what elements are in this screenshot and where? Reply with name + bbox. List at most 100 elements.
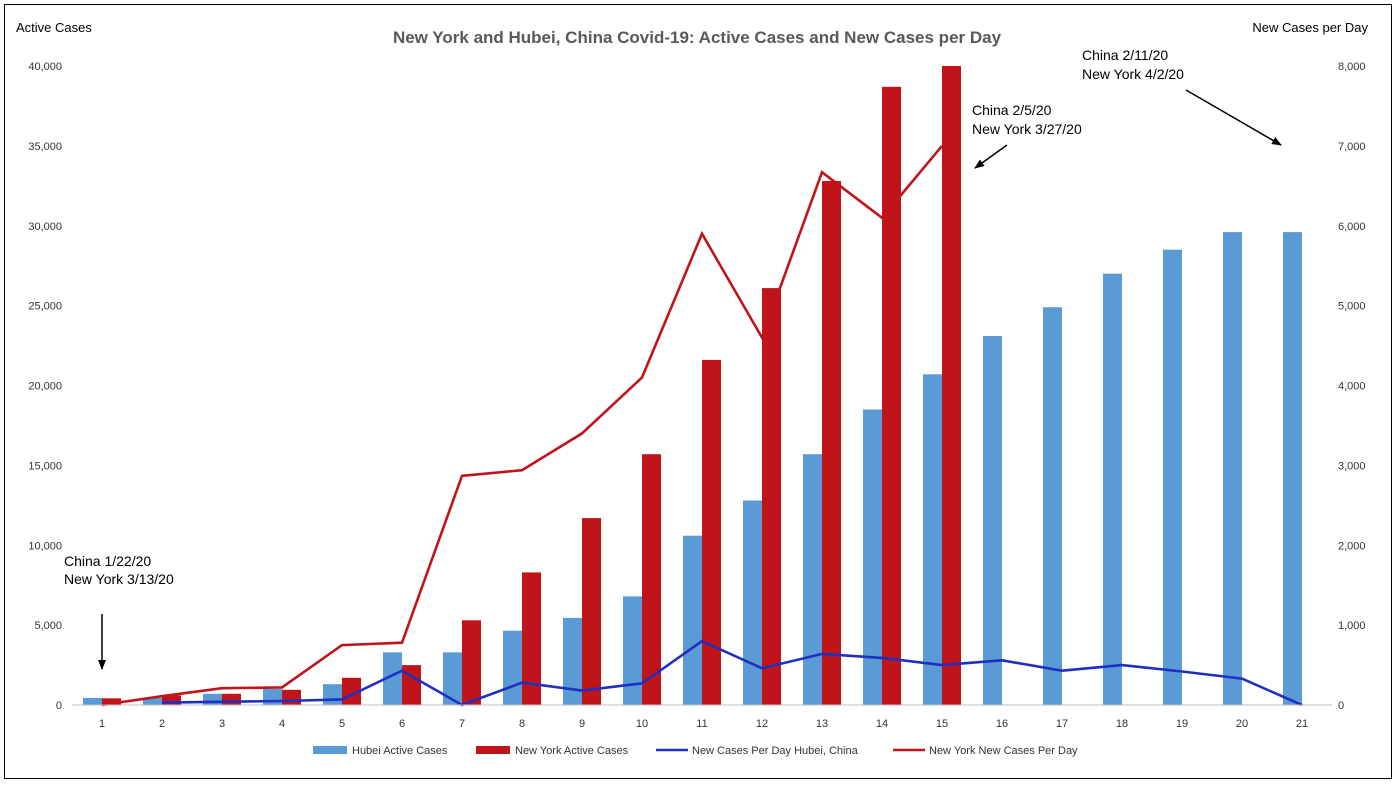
y-tick-right-7: 7,000: [1338, 141, 1366, 153]
x-tick-19: 19: [1176, 718, 1188, 730]
y-axis-left: 0 5,000 10,000 15,000 20,000 25,000 30,000 35,0…: [28, 61, 62, 712]
y-tick-right-4: 4,000: [1338, 381, 1366, 393]
legend-label-hubei-active: Hubei Active Cases: [352, 745, 448, 757]
chart-title: New York and Hubei, China Covid-19: Acti…: [393, 28, 1002, 47]
y-tick-left-1: 5,000: [34, 620, 62, 632]
bar-ny-3: [222, 693, 241, 705]
y-tick-left-2: 10,000: [28, 540, 62, 552]
x-tick-20: 20: [1236, 718, 1248, 730]
bar-hubei-4: [263, 689, 282, 705]
bar-hubei-18: [1103, 273, 1122, 705]
y-axis-title-right: New Cases per Day: [1252, 20, 1368, 35]
annotation-mid: China 2/5/20 New York 3/27/20: [972, 102, 1082, 169]
bar-ny-4: [282, 689, 301, 705]
x-tick-18: 18: [1116, 718, 1128, 730]
annotation-start-line2: New York 3/13/20: [64, 571, 174, 587]
x-tick-4: 4: [279, 718, 285, 730]
x-tick-17: 17: [1056, 718, 1068, 730]
bar-hubei-19: [1163, 249, 1182, 705]
bar-hubei-9: [563, 617, 582, 705]
x-tick-1: 1: [99, 718, 105, 730]
annotation-mid-line2: New York 3/27/20: [972, 121, 1082, 137]
annotation-end-line1: China 2/11/20: [1082, 47, 1168, 63]
annotation-mid-arrow: [974, 144, 1008, 169]
y-tick-left-6: 30,000: [28, 221, 62, 233]
bar-hubei-20: [1223, 232, 1242, 705]
y-tick-right-0: 0: [1338, 700, 1344, 712]
bar-ny-13: [822, 181, 841, 705]
bar-hubei-2: [143, 698, 162, 705]
bar-hubei-14: [863, 409, 882, 705]
bar-ny-1: [102, 698, 121, 705]
bar-ny-10: [642, 454, 661, 705]
x-tick-14: 14: [876, 718, 888, 730]
x-tick-7: 7: [459, 718, 465, 730]
x-tick-16: 16: [996, 718, 1008, 730]
legend-label-ny-new: New York New Cases Per Day: [929, 745, 1078, 757]
bar-hubei-13: [803, 454, 822, 705]
y-tick-right-1: 1,000: [1338, 620, 1366, 632]
y-tick-right-3: 3,000: [1338, 460, 1366, 472]
x-axis: 1 2 3 4 5 6 7 8 9 10 11 12 13 14 15 16 17 18 19 20 21: [99, 718, 1308, 730]
bar-hubei-15: [923, 374, 942, 705]
legend-swatch-hubei-active: [313, 746, 347, 754]
x-tick-12: 12: [756, 718, 768, 730]
annotation-end-line2: New York 4/2/20: [1082, 66, 1184, 82]
bar-ny-6: [402, 665, 421, 705]
y-tick-left-8: 40,000: [28, 61, 62, 73]
legend-label-ny-active: New York Active Cases: [515, 745, 629, 757]
bar-ny-2: [162, 695, 181, 705]
bar-hubei-12: [743, 500, 762, 705]
x-tick-6: 6: [399, 718, 405, 730]
x-tick-15: 15: [936, 718, 948, 730]
bar-ny-12: [762, 288, 781, 705]
line-ny-new-cases: [101, 145, 943, 707]
bar-hubei-11: [683, 535, 702, 705]
bar-hubei-5: [323, 684, 342, 705]
y-tick-left-7: 35,000: [28, 141, 62, 153]
y-tick-left-3: 15,000: [28, 460, 62, 472]
annotation-mid-line1: China 2/5/20: [972, 102, 1052, 118]
x-tick-3: 3: [219, 718, 225, 730]
y-tick-left-5: 25,000: [28, 301, 62, 313]
y-tick-right-2: 2,000: [1338, 540, 1366, 552]
legend: Hubei Active Cases New York Active Cases…: [313, 745, 1078, 757]
y-tick-right-8: 8,000: [1338, 61, 1366, 73]
bar-ny-9: [582, 518, 601, 705]
y-axis-right: 0 1,000 2,000 3,000 4,000 5,000 6,000 7,000 8,00…: [1338, 61, 1366, 712]
x-tick-5: 5: [339, 718, 345, 730]
bar-ny-15: [942, 66, 961, 705]
y-tick-right-6: 6,000: [1338, 221, 1366, 233]
bar-hubei-10: [623, 596, 642, 705]
bar-hubei-1: [83, 698, 102, 705]
bar-hubei-8: [503, 630, 522, 705]
x-tick-10: 10: [636, 718, 648, 730]
x-tick-9: 9: [579, 718, 585, 730]
bar-ny-8: [522, 572, 541, 705]
annotation-start-line1: China 1/22/20: [64, 553, 151, 569]
line-hubei-new-cases: [161, 639, 1303, 707]
bar-hubei-16: [983, 336, 1002, 705]
bar-ny-14: [882, 86, 901, 706]
y-axis-title-left: Active Cases: [16, 20, 92, 35]
x-tick-2: 2: [159, 718, 165, 730]
x-tick-21: 21: [1296, 718, 1308, 730]
legend-swatch-ny-active: [476, 746, 510, 754]
bar-hubei-6: [383, 652, 402, 705]
bar-hubei-17: [1043, 307, 1062, 705]
bar-layer: [83, 66, 1302, 706]
y-tick-right-5: 5,000: [1338, 301, 1366, 313]
bar-hubei-21: [1283, 232, 1302, 705]
legend-label-hubei-new: New Cases Per Day Hubei, China: [692, 745, 859, 757]
bar-hubei-3: [203, 693, 222, 705]
bar-ny-7: [462, 620, 481, 705]
x-tick-8: 8: [519, 718, 525, 730]
line-layer: [101, 145, 1303, 707]
annotation-end: China 2/11/20 New York 4/2/20: [1082, 47, 1282, 146]
y-tick-left-0: 0: [56, 700, 62, 712]
x-tick-13: 13: [816, 718, 828, 730]
bar-ny-11: [702, 359, 721, 705]
bar-hubei-7: [443, 652, 462, 705]
annotation-end-arrow: [1185, 89, 1282, 146]
